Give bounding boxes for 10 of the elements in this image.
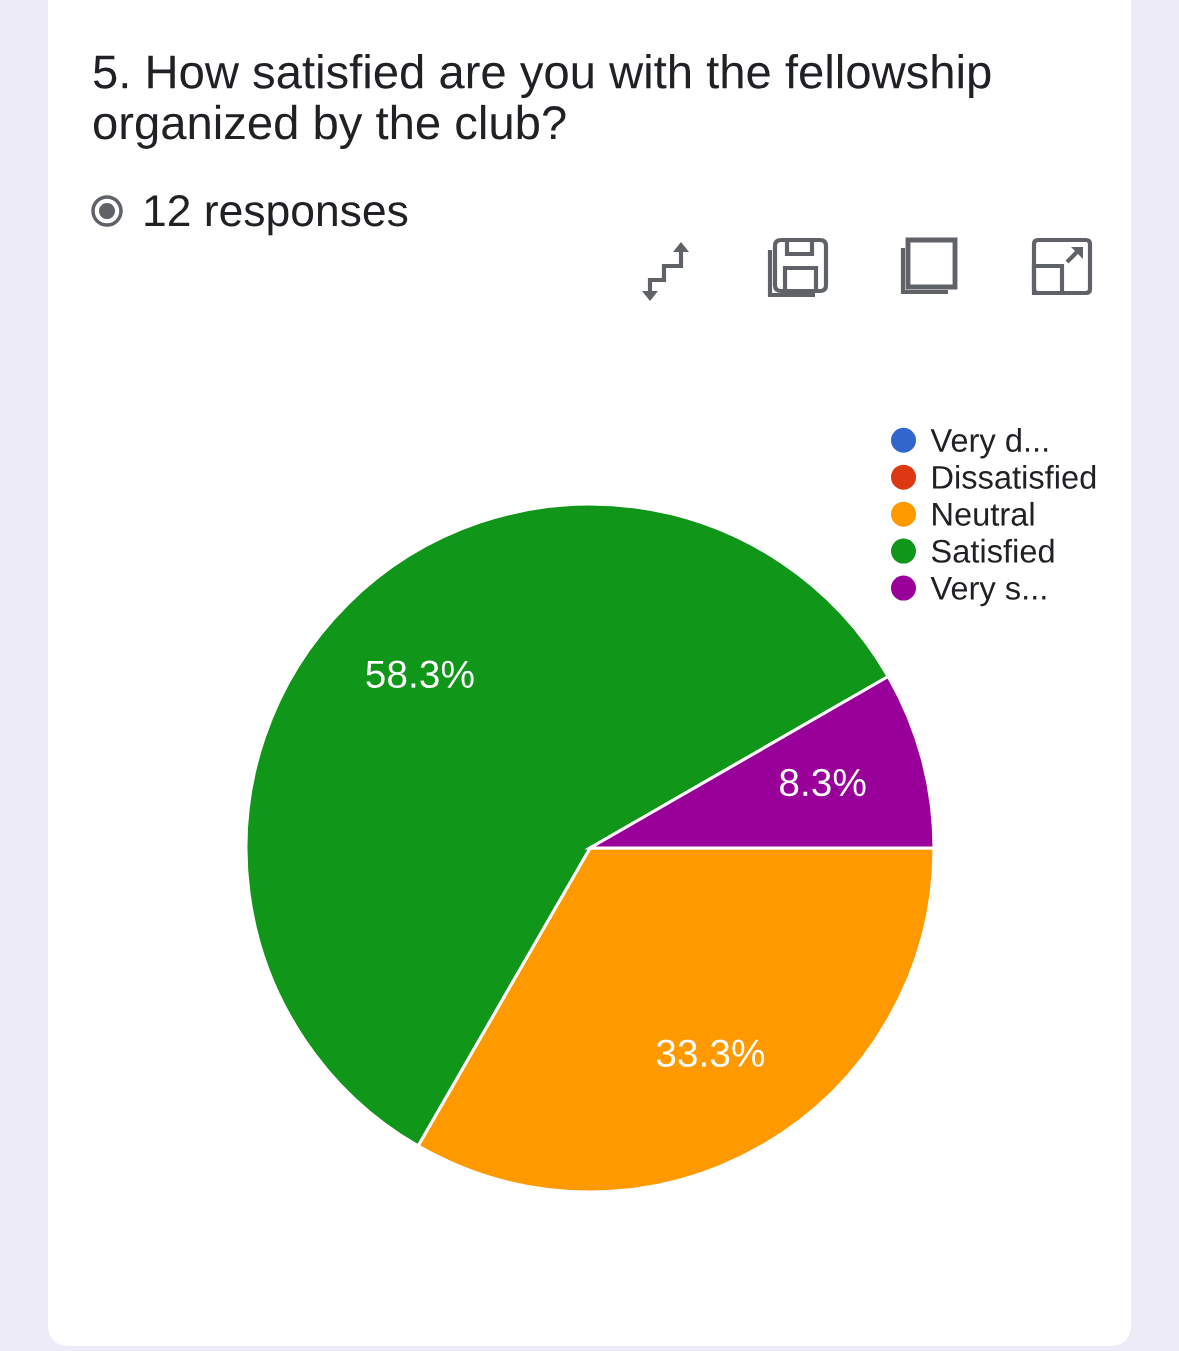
data-label: 8.3% (780, 768, 866, 797)
data-label: 33.3% (656, 1039, 765, 1067)
chart-subtitle: 12 responses (145, 194, 408, 236)
legend-label: Satisfied (931, 538, 1054, 563)
legend-label: Very s... (930, 577, 1046, 607)
legend-label: Dissatisfied (933, 464, 1096, 489)
data-label: 58.3% (366, 660, 474, 689)
legend-label: Very d... (930, 428, 1048, 459)
chart-title: 5. How satisfied are you with the fellowship organized by the club? (93, 54, 991, 149)
legend-label: Neutral (933, 501, 1034, 526)
